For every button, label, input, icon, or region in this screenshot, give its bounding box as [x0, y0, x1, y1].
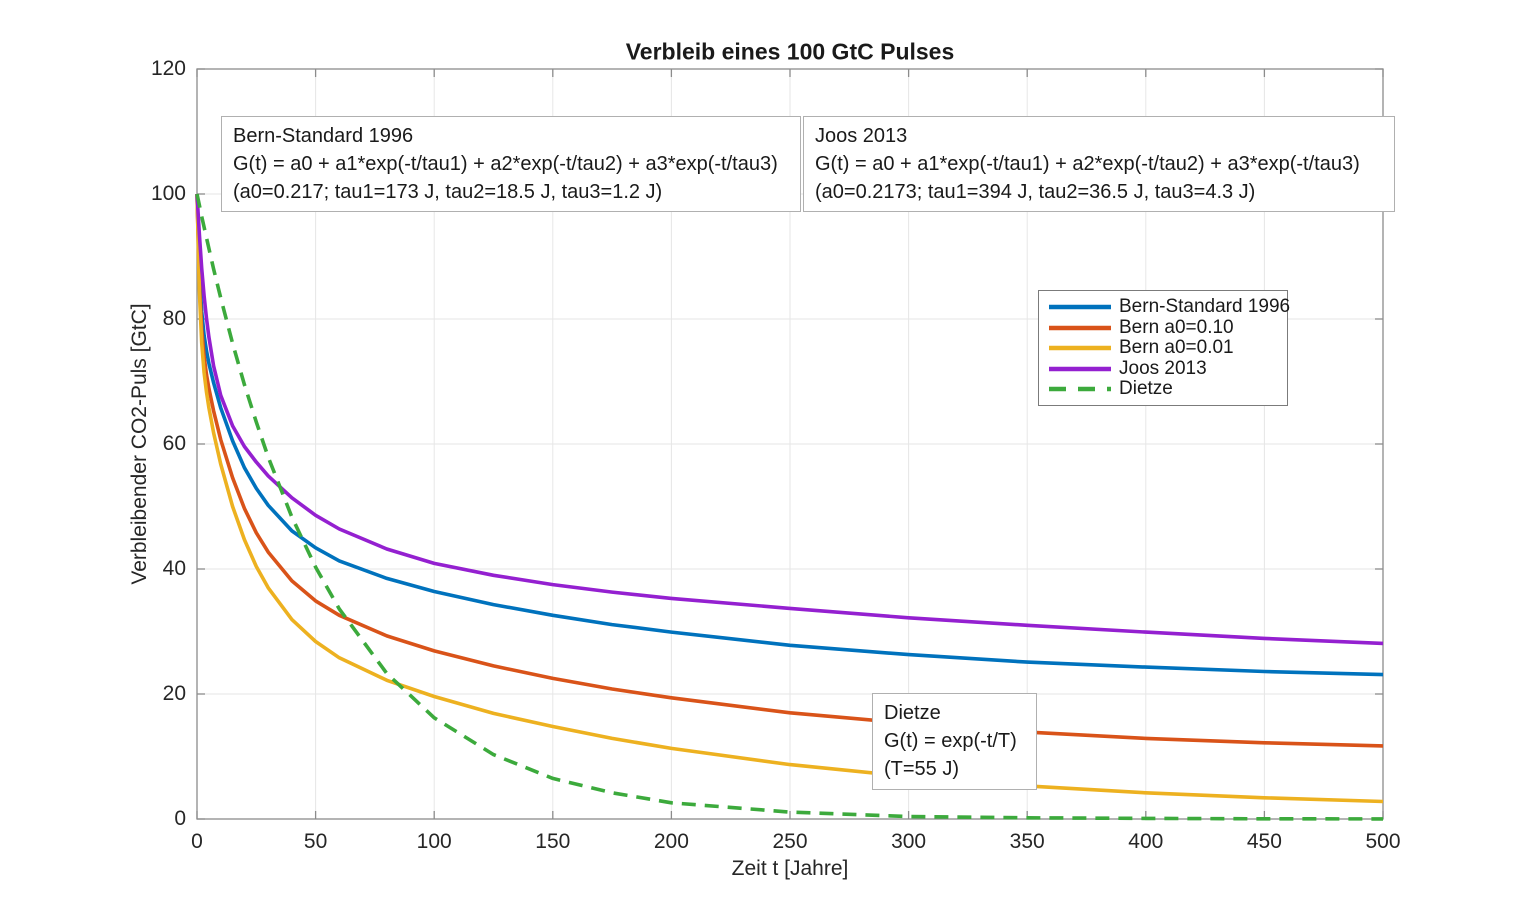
- x-tick-label: 400: [1128, 830, 1164, 853]
- legend-label: Joos 2013: [1119, 357, 1207, 379]
- x-tick-label: 250: [772, 830, 808, 853]
- legend-item: Dietze: [1039, 378, 1287, 400]
- x-tick-label: 450: [1246, 830, 1282, 853]
- annotation-line: (a0=0.217; tau1=173 J, tau2=18.5 J, tau3…: [233, 181, 663, 203]
- annotation-line: Joos 2013: [815, 125, 908, 147]
- x-tick-label: 500: [1365, 830, 1401, 853]
- annotation-dietze: Dietze G(t) = exp(-t/T) (T=55 J): [872, 693, 1037, 790]
- x-tick-label: 300: [891, 830, 927, 853]
- x-tick-label: 150: [535, 830, 571, 853]
- y-tick-label: 20: [162, 682, 186, 705]
- x-tick-label: 350: [1009, 830, 1045, 853]
- y-tick-label: 120: [150, 57, 186, 80]
- annotation-line: G(t) = a0 + a1*exp(-t/tau1) + a2*exp(-t/…: [815, 153, 1360, 175]
- x-tick-label: 200: [653, 830, 689, 853]
- y-tick-label: 100: [150, 182, 186, 205]
- annotation-line: G(t) = a0 + a1*exp(-t/tau1) + a2*exp(-t/…: [233, 153, 778, 175]
- x-tick-label: 0: [191, 830, 203, 853]
- x-tick-label: 100: [416, 830, 452, 853]
- series-line-dietze: [195, 193, 1384, 821]
- series-line-joos-2013: [195, 193, 1384, 646]
- annotation-bern-standard: Bern-Standard 1996 G(t) = a0 + a1*exp(-t…: [221, 116, 801, 212]
- legend: Bern-Standard 1996 Bern a0=0.10 Bern a0=…: [1038, 290, 1291, 406]
- legend-label: Bern a0=0.10: [1119, 316, 1234, 338]
- annotation-line: (a0=0.2173; tau1=394 J, tau2=36.5 J, tau…: [815, 181, 1256, 203]
- y-tick-label: 0: [174, 807, 186, 830]
- legend-line-sample: [1049, 325, 1111, 331]
- legend-line-sample: [1049, 345, 1111, 351]
- legend-label: Bern-Standard 1996: [1119, 296, 1291, 318]
- y-tick-label: 60: [162, 432, 186, 455]
- annotation-line: G(t) = exp(-t/T): [884, 730, 1017, 752]
- annotation-joos-2013: Joos 2013 G(t) = a0 + a1*exp(-t/tau1) + …: [803, 116, 1395, 212]
- legend-line-sample: [1049, 304, 1111, 310]
- series-line-bern-a0-0-10: [195, 193, 1384, 748]
- annotation-line: (T=55 J): [884, 758, 960, 780]
- legend-item: Joos 2013: [1039, 357, 1287, 380]
- legend-line-sample: [1049, 366, 1111, 372]
- annotation-line: Dietze: [884, 702, 941, 724]
- legend-item: Bern a0=0.01: [1039, 337, 1287, 359]
- legend-label: Bern a0=0.01: [1119, 337, 1234, 359]
- legend-line-sample: [1049, 386, 1111, 392]
- x-axis-label: Zeit t [Jahre]: [731, 857, 849, 880]
- chart-title: Verbleib eines 100 GtC Pulses: [625, 38, 955, 65]
- y-tick-label: 40: [162, 557, 186, 580]
- legend-item: Bern-Standard 1996: [1039, 296, 1291, 318]
- legend-label: Dietze: [1119, 378, 1173, 400]
- annotation-line: Bern-Standard 1996: [233, 125, 414, 147]
- series-line-bern-a0-0-01: [195, 193, 1384, 804]
- x-tick-label: 50: [303, 830, 328, 853]
- legend-item: Bern a0=0.10: [1039, 316, 1287, 339]
- y-tick-label: 80: [162, 307, 186, 330]
- series-line-bern-standard-1996: [195, 193, 1384, 677]
